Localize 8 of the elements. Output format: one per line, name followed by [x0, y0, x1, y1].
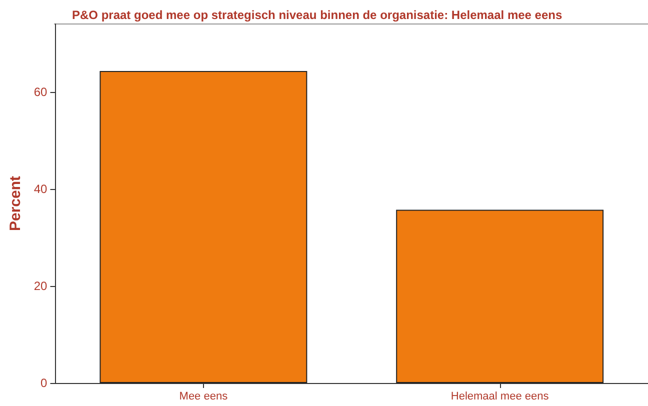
y-tick-label: 60	[34, 84, 48, 99]
x-tick-label: Helemaal mee eens	[450, 390, 550, 402]
y-tick-label: 40	[34, 182, 48, 196]
y-tick-label: 0	[40, 376, 48, 390]
y-axis-title: Percent	[7, 176, 24, 232]
chart-title: P&O praat goed mee op strategisch niveau binnen de organisatie: Helemaal mee eens	[72, 8, 562, 22]
x-tick-label: Mee eens	[179, 390, 228, 402]
y-tick-label: 20	[34, 278, 48, 293]
